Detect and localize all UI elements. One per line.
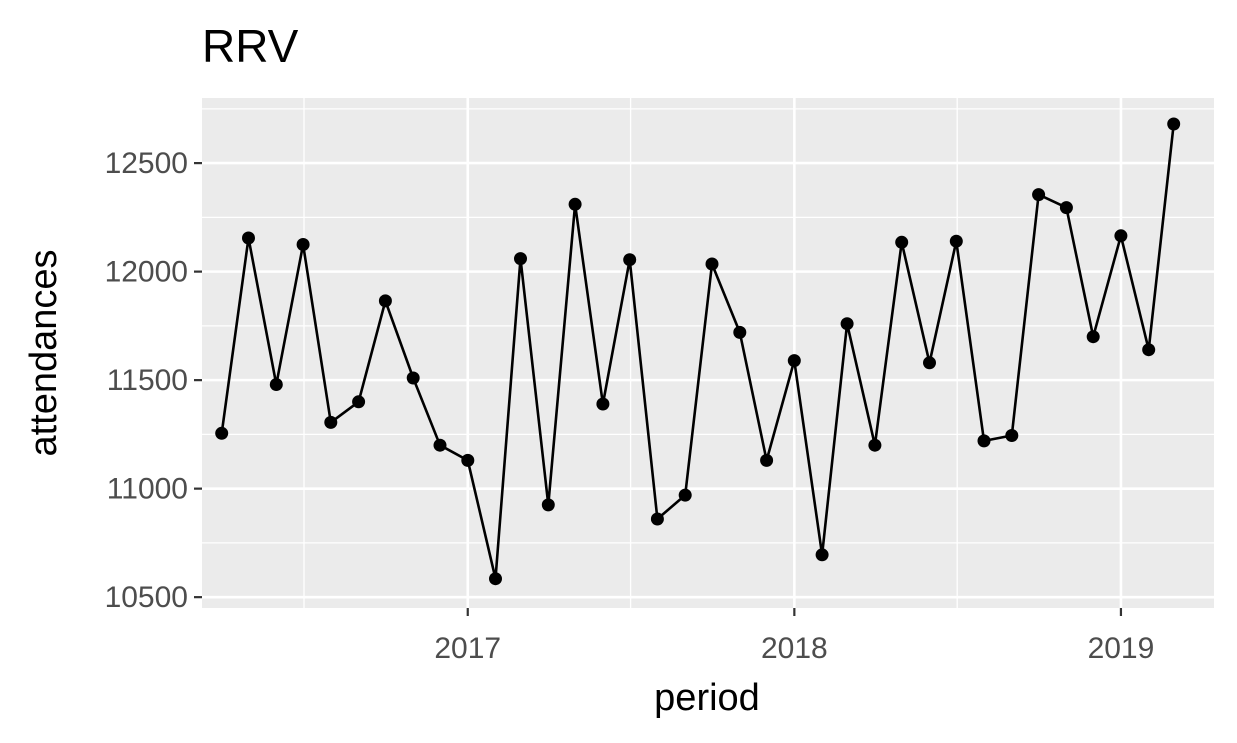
- data-point: [568, 197, 582, 211]
- data-point: [1114, 229, 1128, 243]
- data-point: [514, 252, 527, 266]
- data-point: [650, 512, 664, 526]
- y-tick-label: 11500: [107, 364, 188, 397]
- data-point: [378, 294, 392, 308]
- data-point: [296, 238, 310, 251]
- y-tick-label: 12000: [105, 256, 188, 289]
- x-tick-label: 2018: [761, 632, 828, 665]
- data-point: [705, 257, 719, 271]
- data-point: [760, 453, 774, 467]
- data-point: [1032, 188, 1046, 202]
- x-tick-label: 2019: [1088, 632, 1155, 665]
- data-point: [1059, 201, 1073, 215]
- y-tick-label: 11000: [107, 473, 188, 506]
- data-point: [895, 235, 909, 249]
- data-point: [433, 438, 447, 452]
- data-point: [678, 488, 692, 502]
- data-point: [324, 415, 338, 429]
- major-gridlines: [202, 98, 1214, 608]
- data-point: [815, 548, 829, 562]
- data-point: [733, 325, 747, 339]
- series-line: [220, 123, 1175, 581]
- axes: 10500 11000 11500 12000 12500 2017 2018 2019: [105, 147, 1155, 665]
- data-point: [596, 397, 610, 411]
- data-point: [623, 253, 637, 267]
- data-point: [977, 434, 991, 448]
- y-axis-title: attendances: [23, 249, 65, 456]
- data-point: [949, 234, 963, 248]
- plot-panel: [202, 98, 1214, 608]
- data-point: [406, 371, 420, 385]
- data-point: [1142, 343, 1156, 357]
- data-point: [242, 231, 255, 245]
- minor-gridlines: [202, 98, 1214, 608]
- y-tick-label: 12500: [105, 147, 188, 180]
- data-point: [489, 572, 502, 586]
- data-point: [1086, 330, 1100, 344]
- x-tick-label: 2017: [434, 632, 501, 665]
- chart-title: RRV: [202, 20, 299, 72]
- data-point: [215, 426, 229, 440]
- data-point: [923, 356, 936, 370]
- data-point: [352, 395, 366, 409]
- data-point: [541, 498, 555, 512]
- data-point: [868, 438, 882, 452]
- x-axis-title: period: [654, 677, 760, 719]
- y-tick-label: 10500: [105, 581, 188, 614]
- data-point: [1167, 117, 1181, 131]
- data-point: [461, 453, 475, 467]
- data-point: [787, 354, 801, 368]
- data-point: [1005, 429, 1019, 442]
- data-series: [215, 117, 1181, 586]
- data-point: [840, 317, 854, 331]
- data-point: [269, 378, 283, 391]
